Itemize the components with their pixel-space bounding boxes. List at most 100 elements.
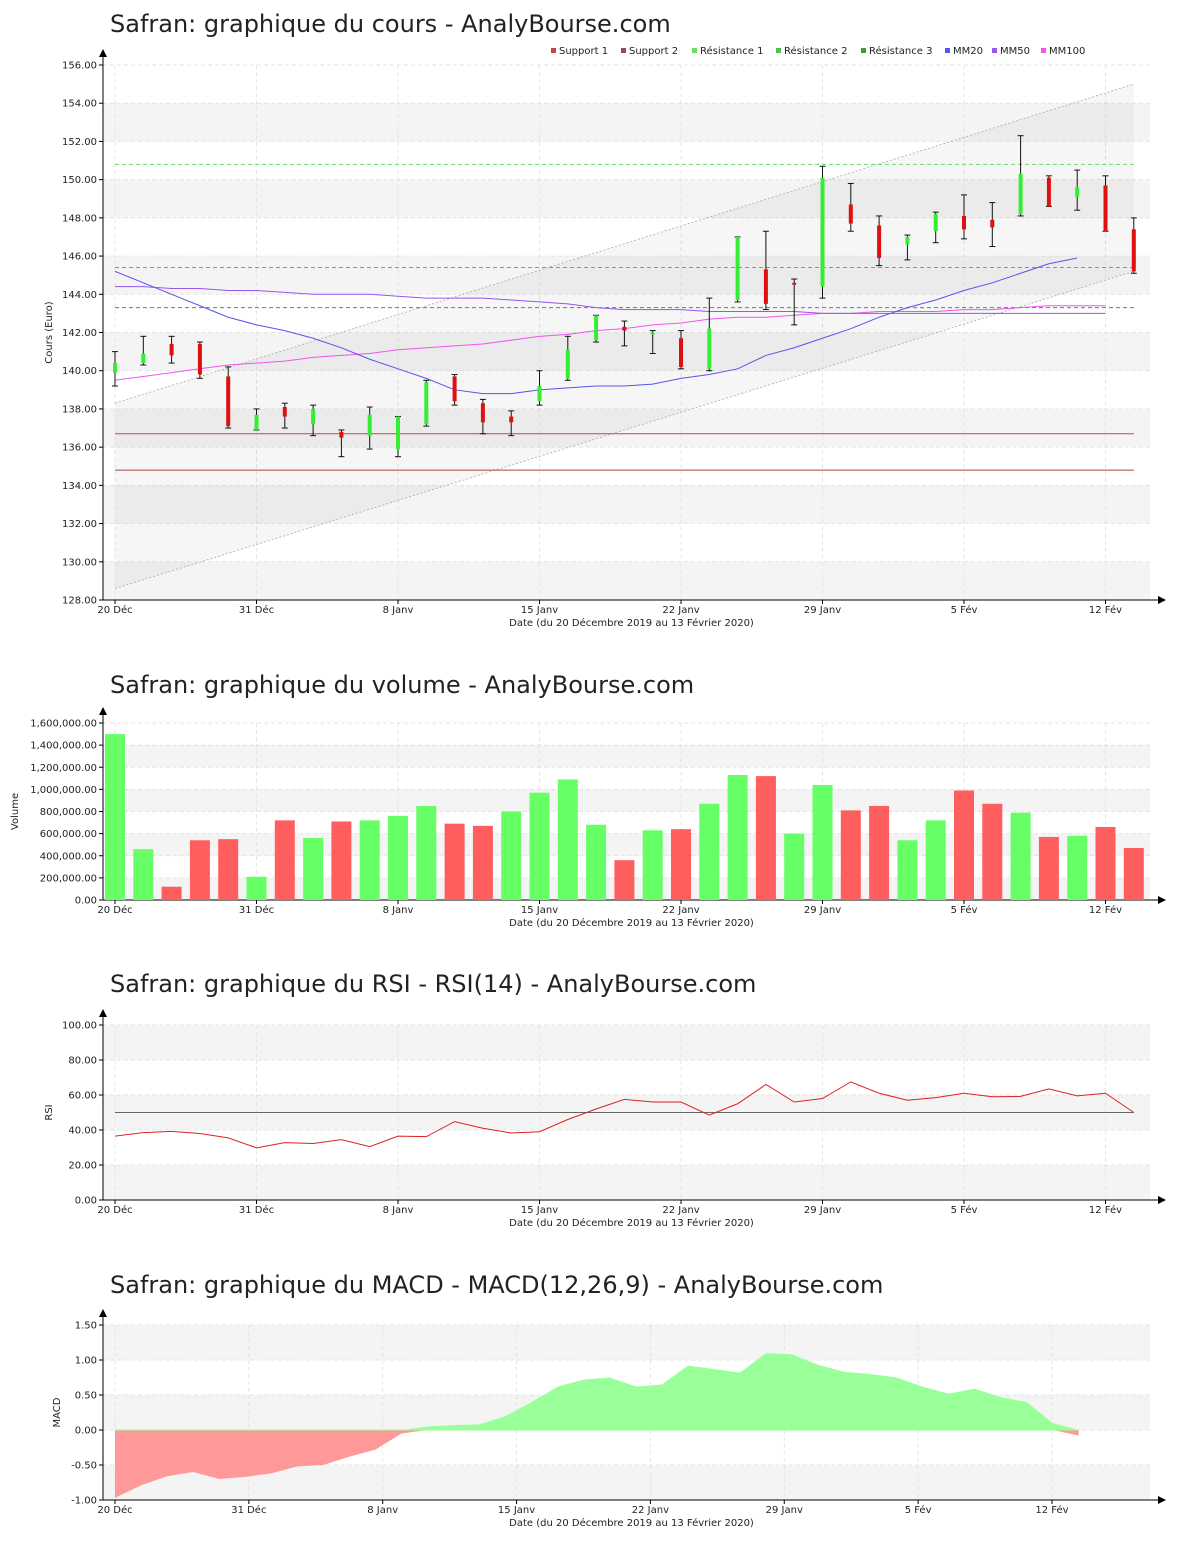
legend-label: MM20 <box>953 46 983 57</box>
y-tick-label: 1.00 <box>75 1356 97 1367</box>
candle-body <box>226 376 231 427</box>
legend-item: Résistance 1 <box>692 45 763 57</box>
macd-positive-area <box>115 1353 1079 1430</box>
volume-bar <box>218 839 239 900</box>
volume-bar <box>388 815 408 900</box>
x-tick-label: 31 Déc <box>239 1204 274 1216</box>
y-tick-label: 0.00 <box>75 1196 97 1207</box>
y-tick-label: 128.00 <box>62 596 97 607</box>
candle <box>847 182 854 232</box>
candle-body <box>650 332 655 335</box>
grid-band <box>103 179 1150 218</box>
candle <box>706 297 713 372</box>
x-axis-label: Date (du 20 Décembre 2019 au 13 Février … <box>509 617 754 629</box>
x-tick-label: 15 Janv <box>521 605 558 616</box>
y-axis-arrow <box>99 707 107 715</box>
candle <box>338 429 345 458</box>
y-tick-label: 136.00 <box>62 443 97 454</box>
x-tick-label: 31 Déc <box>231 1504 266 1516</box>
candle-body <box>735 236 740 301</box>
candle <box>310 404 317 437</box>
candle-body <box>424 382 429 425</box>
x-tick-label: 20 Déc <box>97 904 132 916</box>
volume-bar <box>954 790 974 900</box>
x-tick-label: 12 Fév <box>1035 1504 1068 1516</box>
y-tick-label: 100.00 <box>62 1021 97 1032</box>
candle-body <box>113 363 117 373</box>
x-tick-label: 8 Janv <box>383 1205 414 1216</box>
candle-body <box>1075 187 1080 197</box>
volume-bar <box>161 886 182 900</box>
volume-chart: 0.00 200,000.00 400,000.00 600,000.00 800,00… <box>10 707 1166 929</box>
plot-area: 0.00 200,000.00 400,000.00 600,000.00 800,00… <box>10 707 1166 929</box>
volume-bar <box>331 821 352 900</box>
candle <box>989 202 996 248</box>
legend-item: MM20 <box>945 46 983 57</box>
volume-bar <box>1095 826 1116 900</box>
y-tick-label: 20.00 <box>68 1161 97 1172</box>
candle <box>876 215 883 267</box>
y-tick-label: 60.00 <box>68 1091 97 1102</box>
x-tick-label: 22 Janv <box>632 1505 669 1516</box>
x-tick-label: 29 Janv <box>766 1505 803 1516</box>
grid-band <box>103 745 1150 768</box>
volume-bar <box>699 803 720 900</box>
grid-band <box>103 485 1150 524</box>
candle <box>196 341 203 379</box>
legend-swatch <box>692 48 697 53</box>
y-tick-label: 154.00 <box>62 99 97 110</box>
candle <box>1017 135 1024 217</box>
plot-area: 0.00 20.00 40.00 60.00 80.00 100.00 20 Déc 31 D… <box>44 1009 1166 1229</box>
candle-body <box>622 326 627 331</box>
legend-item: Support 2 <box>621 46 678 57</box>
volume-bar <box>869 805 890 900</box>
y-tick-label: -0.50 <box>71 1461 97 1472</box>
candle-body <box>197 343 202 375</box>
volume-bar <box>444 823 465 900</box>
volume-bar <box>727 774 748 900</box>
volume-bar <box>501 811 522 900</box>
legend-item: MM100 <box>1041 46 1085 57</box>
candle <box>819 165 826 299</box>
candle-body <box>480 403 485 423</box>
candle-body <box>905 236 910 245</box>
x-axis-arrow <box>1158 1496 1166 1504</box>
legend-item: Résistance 3 <box>861 45 932 57</box>
mm50-line <box>115 286 1106 314</box>
x-tick-label: 20 Déc <box>97 1504 132 1516</box>
candle-body <box>339 431 344 438</box>
candle-body <box>509 416 514 423</box>
y-tick-label: 134.00 <box>62 481 97 492</box>
legend-label: MM100 <box>1049 46 1085 57</box>
volume-bar <box>784 833 805 900</box>
y-tick-label: 1.50 <box>75 1321 97 1332</box>
x-tick-label: 12 Fév <box>1089 1204 1122 1216</box>
candle-body <box>679 338 683 367</box>
legend-swatch <box>945 48 950 53</box>
volume-bar <box>359 820 380 900</box>
volume-bar <box>133 849 154 900</box>
y-axis-arrow <box>99 49 107 57</box>
rsi-chart: 0.00 20.00 40.00 60.00 80.00 100.00 20 Déc 31 D… <box>44 1009 1166 1229</box>
candle <box>395 416 401 458</box>
price-chart: 128.00 130.00 132.00 134.00 136.00 138.00 140.… <box>44 45 1166 629</box>
rsi-chart-title: Safran: graphique du RSI - RSI(14) - Ana… <box>110 970 757 998</box>
legend-swatch <box>1041 48 1046 53</box>
x-tick-label: 22 Janv <box>662 605 699 616</box>
candle <box>678 330 684 370</box>
x-tick-label: 22 Janv <box>662 1205 699 1216</box>
y-tick-label: 600,000.00 <box>40 829 97 840</box>
candle-body <box>396 416 400 450</box>
candle <box>508 410 515 437</box>
y-tick-label: 0.00 <box>75 1426 97 1437</box>
y-tick-label: 80.00 <box>68 1056 97 1067</box>
volume-bar <box>642 830 663 900</box>
candle-body <box>594 315 599 341</box>
y-tick-label: 152.00 <box>62 137 97 148</box>
x-tick-label: 29 Janv <box>804 1205 841 1216</box>
volume-bar <box>189 840 210 900</box>
chart-legend: Support 1 Support 2 Résistance 1 Résistance… <box>551 45 1085 57</box>
volume-bar <box>246 876 267 900</box>
x-tick-label: 20 Déc <box>97 1204 132 1216</box>
y-tick-label: 142.00 <box>62 328 97 339</box>
